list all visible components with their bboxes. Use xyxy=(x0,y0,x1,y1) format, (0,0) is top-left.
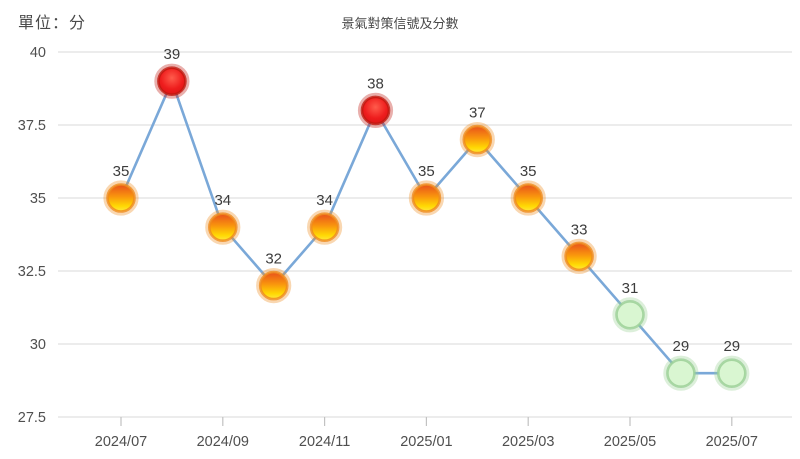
x-axis-tick-label: 2025/01 xyxy=(400,434,452,450)
marker-glow xyxy=(357,92,394,129)
marker-glow xyxy=(663,355,699,391)
data-point-2025/03[interactable] xyxy=(510,180,546,216)
x-axis-tick-label: 2024/11 xyxy=(299,434,350,450)
data-point-2024/11[interactable] xyxy=(307,209,343,245)
data-point-value-label: 29 xyxy=(723,338,740,355)
y-axis-tick-label: 35 xyxy=(30,191,46,207)
marker-glow xyxy=(154,63,190,99)
marker-glow xyxy=(307,209,343,245)
marker-glow xyxy=(205,209,241,245)
y-axis-tick-label: 37.5 xyxy=(18,118,46,134)
data-point-2024/08[interactable] xyxy=(154,63,190,99)
marker-glow xyxy=(256,268,292,304)
signal-lamp-marker[interactable] xyxy=(157,66,187,96)
x-axis-tick-label: 2025/05 xyxy=(604,434,656,450)
signal-lamp-marker[interactable] xyxy=(615,299,645,330)
signal-lamp-marker[interactable] xyxy=(106,183,136,213)
signal-lamp-marker[interactable] xyxy=(716,358,747,389)
signal-lamp-marker[interactable] xyxy=(666,358,696,389)
signal-lamp-marker[interactable] xyxy=(309,212,340,242)
x-axis-tick-label: 2024/09 xyxy=(197,434,249,450)
data-point-value-label: 34 xyxy=(214,192,231,209)
data-point-2025/07[interactable] xyxy=(714,355,750,391)
marker-glow xyxy=(459,122,495,158)
marker-glow xyxy=(408,180,444,216)
y-axis-tick-label: 32.5 xyxy=(18,264,46,280)
marker-glow xyxy=(103,180,139,216)
y-axis-tick-label: 40 xyxy=(30,45,46,61)
data-point-value-label: 31 xyxy=(622,280,639,297)
y-axis-tick-label: 27.5 xyxy=(18,410,46,426)
data-point-value-label: 29 xyxy=(673,338,690,355)
marker-glow xyxy=(714,355,750,391)
data-point-2025/01[interactable] xyxy=(408,180,444,216)
data-point-2025/06[interactable] xyxy=(663,355,699,391)
data-point-value-label: 38 xyxy=(367,75,384,92)
y-axis-tick-label: 30 xyxy=(30,337,46,353)
data-point-2024/07[interactable] xyxy=(103,180,139,216)
data-point-value-label: 33 xyxy=(571,221,588,238)
data-point-2024/09[interactable] xyxy=(205,209,241,245)
signal-lamp-marker[interactable] xyxy=(360,95,391,126)
data-point-value-label: 39 xyxy=(164,46,181,63)
signal-lamp-marker[interactable] xyxy=(411,183,442,213)
x-axis-tick-label: 2025/07 xyxy=(706,434,758,450)
data-point-value-label: 35 xyxy=(520,163,537,180)
marker-glow xyxy=(561,238,597,274)
data-point-2025/02[interactable] xyxy=(459,122,495,158)
data-point-value-label: 35 xyxy=(113,163,130,180)
x-axis-tick-label: 2024/07 xyxy=(95,434,147,450)
data-point-value-label: 34 xyxy=(316,192,333,209)
data-point-2024/10[interactable] xyxy=(256,268,292,304)
y-axis-unit-label: 單位：分 xyxy=(18,15,87,32)
signal-lamp-marker[interactable] xyxy=(513,183,544,213)
data-point-value-label: 35 xyxy=(418,163,435,180)
chart-title: 景氣對策信號及分數 xyxy=(341,16,459,31)
data-point-2025/04[interactable] xyxy=(561,238,597,274)
data-point-value-label: 32 xyxy=(265,251,282,268)
signal-lamp-marker[interactable] xyxy=(208,212,238,242)
data-point-value-label: 37 xyxy=(469,105,486,122)
marker-glow xyxy=(612,297,648,333)
data-point-2024/12[interactable] xyxy=(357,92,394,129)
signal-lamp-marker[interactable] xyxy=(564,241,594,272)
marker-glow xyxy=(510,180,546,216)
signal-lamp-marker[interactable] xyxy=(258,270,289,301)
signal-lamp-marker[interactable] xyxy=(462,124,493,155)
data-point-2025/05[interactable] xyxy=(612,297,648,333)
x-axis-tick-label: 2025/03 xyxy=(502,434,554,450)
